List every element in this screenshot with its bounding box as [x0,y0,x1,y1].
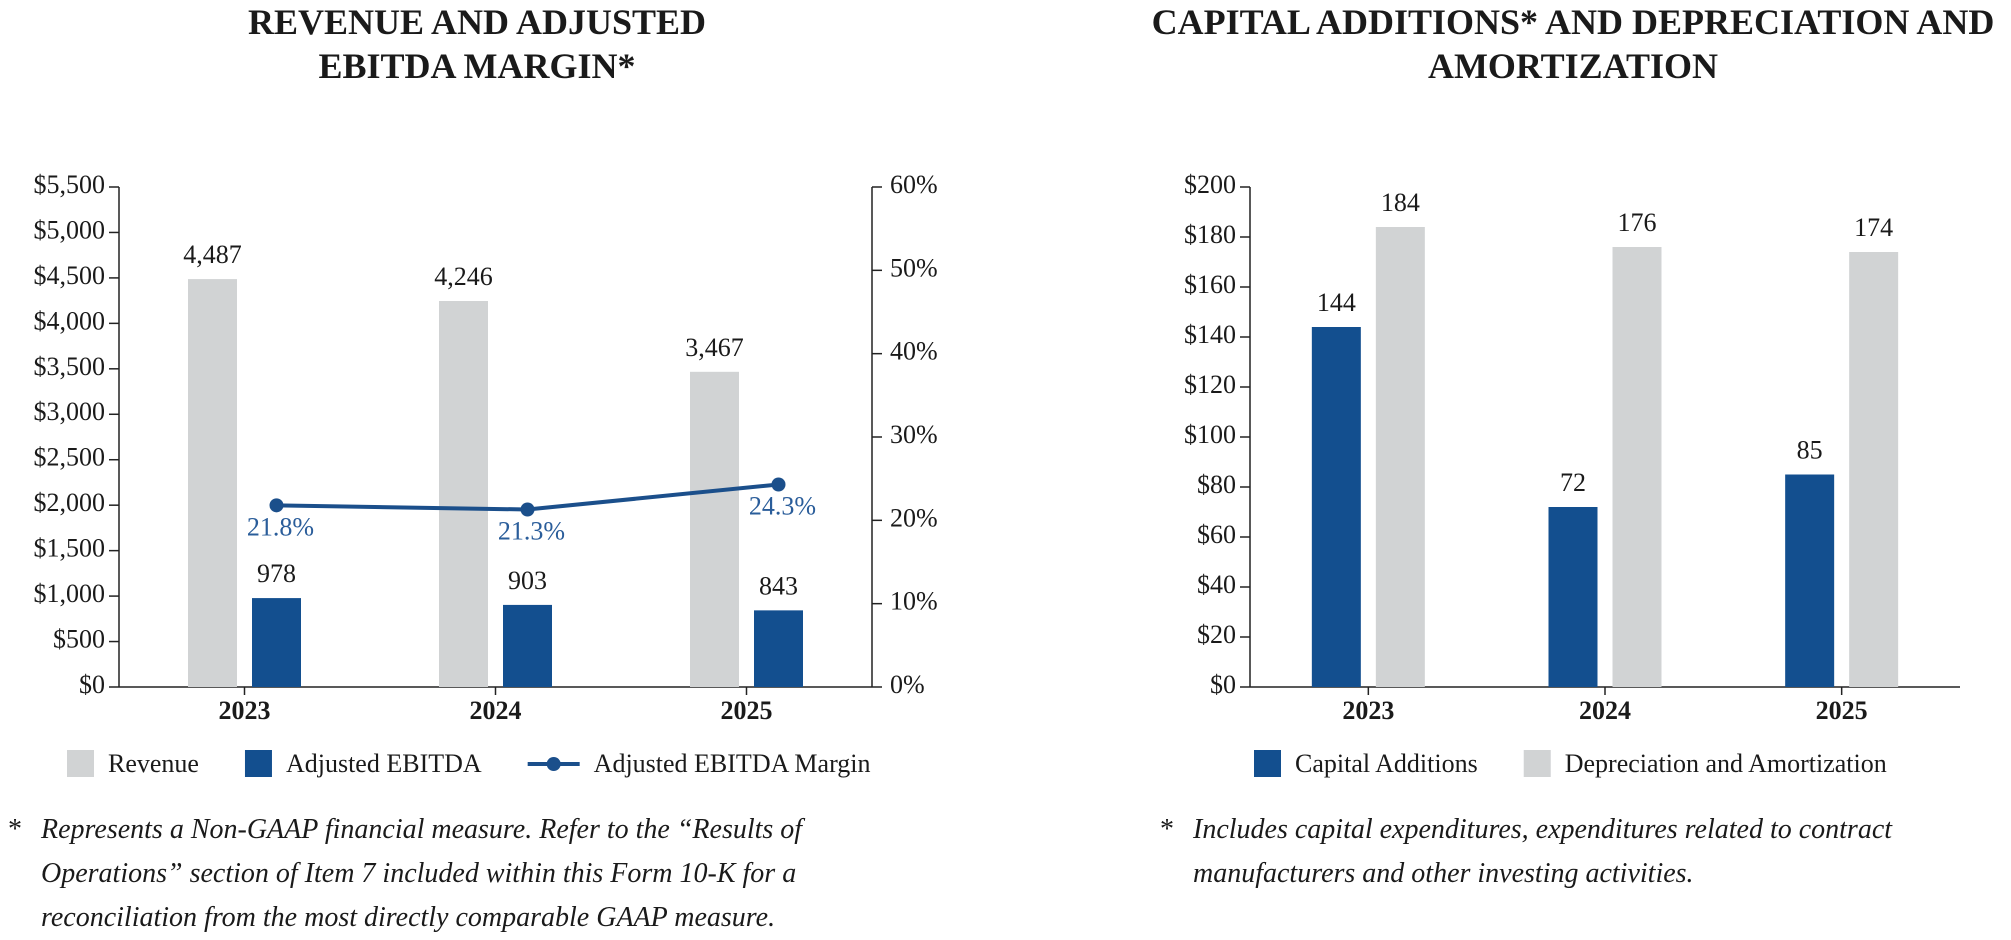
bar [1375,227,1425,687]
footnote-marker: * [8,814,22,845]
y-tick-label: $180 [1184,220,1236,249]
data-label: 978 [257,559,296,588]
bar [1849,252,1899,687]
bar [188,279,237,687]
data-label: 85 [1797,435,1823,464]
bar [439,301,488,687]
legend-swatch [1523,750,1551,777]
data-label: 72 [1560,468,1586,497]
bar [252,598,301,687]
y2-tick-label: 0% [890,670,925,699]
bar [754,610,803,687]
legend-label: Depreciation and Amortization [1565,749,1887,778]
data-label: 144 [1317,288,1356,317]
y-tick-label: $2,500 [34,443,106,472]
data-label: 4,246 [434,262,493,291]
y-tick-label: $120 [1184,370,1236,399]
line-point [771,477,786,492]
y2-tick-label: 20% [890,503,938,532]
y-tick-label: $160 [1184,270,1236,299]
footnote-text: Represents a Non-GAAP financial measure.… [41,814,803,933]
y-tick-label: $1,000 [34,579,106,608]
footnote: * Represents a Non-GAAP financial measur… [8,808,908,940]
y2-tick-label: 30% [890,420,938,449]
legend-label: Adjusted EBITDA [286,749,482,778]
y2-tick-label: 40% [890,337,938,366]
legend-label: Revenue [108,749,199,778]
bar [1785,474,1835,687]
y-tick-label: $80 [1197,470,1236,499]
legend-label: Capital Additions [1295,749,1478,778]
footnote: * Includes capital expenditures, expendi… [1160,808,2000,896]
y2-tick-label: 60% [890,170,938,199]
bar [690,371,739,687]
y-tick-label: $60 [1197,520,1236,549]
legend-label: Adjusted EBITDA Margin [594,749,871,778]
y-tick-label: $4,500 [34,261,106,290]
data-label: 184 [1381,188,1420,217]
y-tick-label: $4,000 [34,306,106,335]
y-tick-label: $40 [1197,570,1236,599]
bar [1548,507,1598,687]
footnote-marker: * [1160,814,1174,845]
y-tick-label: $5,000 [34,215,106,244]
data-label: 176 [1618,208,1657,237]
y-tick-label: $0 [79,670,105,699]
legend-swatch [67,750,94,777]
x-tick-label: 2025 [721,696,773,725]
data-label: 24.3% [749,491,816,520]
y2-tick-label: 50% [890,253,938,282]
data-label: 3,467 [685,333,744,362]
data-label: 843 [759,571,798,600]
bar [503,604,552,687]
y2-tick-label: 10% [890,587,938,616]
y-tick-label: $500 [53,625,105,654]
y-tick-label: $3,500 [34,352,106,381]
line-point [520,502,535,517]
y-tick-label: $5,500 [34,170,106,199]
bar [1612,247,1662,687]
y-tick-label: $0 [1210,670,1236,699]
y-tick-label: $20 [1197,620,1236,649]
chart-title: CAPITAL ADDITIONS* AND DEPRECIATION AND … [1151,2,1995,86]
y-tick-label: $100 [1184,420,1236,449]
x-tick-label: 2024 [470,696,522,725]
x-tick-label: 2023 [1342,696,1394,725]
data-label: 4,487 [183,240,242,269]
legend-swatch [1254,750,1281,777]
y-tick-label: $3,000 [34,397,106,426]
data-label: 21.8% [247,512,314,541]
footnote-text: Includes capital expenditures, expenditu… [1193,814,1893,889]
chart-title: REVENUE AND ADJUSTED EBITDA MARGIN* [247,2,707,86]
y-tick-label: $1,500 [34,534,106,563]
data-label: 174 [1854,213,1893,242]
x-tick-label: 2023 [219,696,271,725]
line-point [269,498,284,513]
x-tick-label: 2025 [1816,696,1868,725]
data-label: 903 [508,566,547,595]
bar [1311,327,1361,687]
legend-swatch [244,750,272,777]
legend-dot [546,757,561,771]
x-tick-label: 2024 [1579,696,1631,725]
y-tick-label: $140 [1184,320,1236,349]
data-label: 21.3% [498,516,565,545]
y-tick-label: $200 [1184,170,1236,199]
y-tick-label: $2,000 [34,488,106,517]
